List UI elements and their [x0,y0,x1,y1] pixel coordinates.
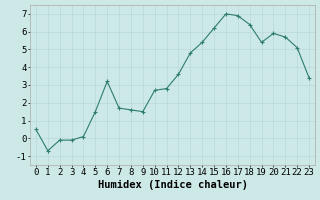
X-axis label: Humidex (Indice chaleur): Humidex (Indice chaleur) [98,180,247,190]
